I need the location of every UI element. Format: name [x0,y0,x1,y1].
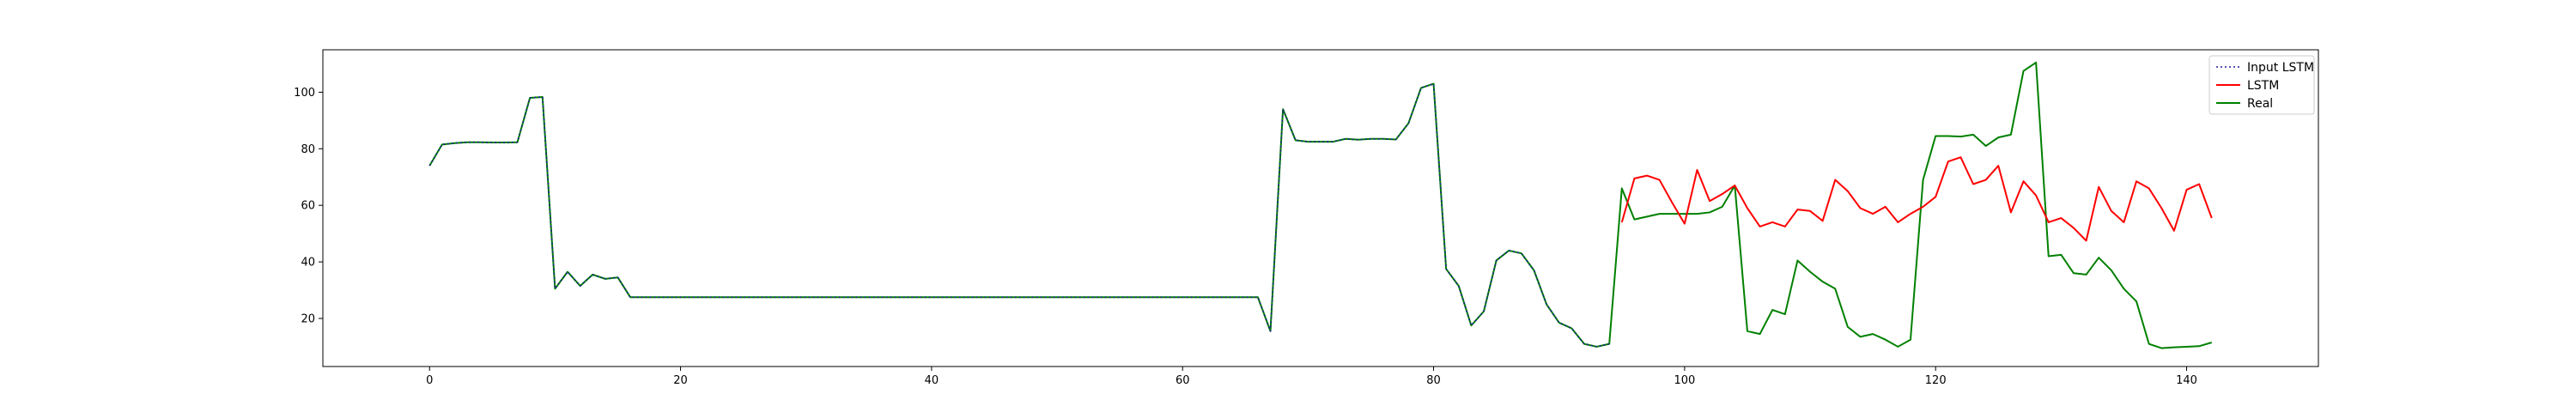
x-tick-label: 0 [426,374,433,387]
x-axis: 0 20 40 60 80 100 120 140 [426,367,2197,387]
x-tick-label: 80 [1426,374,1441,387]
y-tick-label: 40 [301,257,315,270]
legend-label: Input LSTM [2247,61,2314,75]
series-layer [428,61,2213,349]
legend-box [2208,55,2315,115]
axes-frame [322,49,2319,367]
x-tick-label: 140 [2176,374,2197,387]
legend-label: LSTM [2247,79,2279,93]
y-tick-label: 20 [301,312,315,325]
x-tick-label: 20 [673,374,688,387]
x-tick-label: 40 [925,374,939,387]
legend-label: Real [2247,97,2273,111]
x-tick-label: 120 [1925,374,1947,387]
series-line-lstm [1620,156,2213,242]
y-tick-label: 80 [301,143,315,156]
legend: Input LSTM LSTM Real [2208,55,2315,115]
series-line-real [428,61,2213,349]
y-tick-label: 60 [301,200,315,213]
y-axis: 20 40 60 80 100 [294,87,323,325]
x-tick-label: 60 [1176,374,1190,387]
x-tick-label: 100 [1674,374,1695,387]
y-tick-label: 100 [294,87,315,100]
series-line-input-lstm [428,82,1610,348]
